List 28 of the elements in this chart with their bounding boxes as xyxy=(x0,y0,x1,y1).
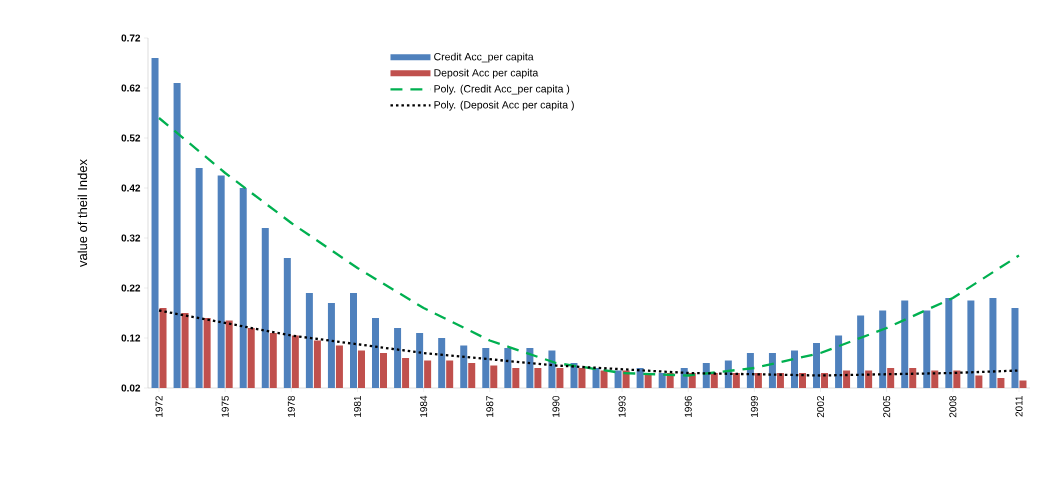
x-tick-label: 2002 xyxy=(817,396,825,418)
y-tick-label: 0.72 xyxy=(121,34,141,42)
x-tick-label: 2008 xyxy=(949,395,957,418)
x-tick-label: 1975 xyxy=(221,395,229,417)
y-tick-label: 0.12 xyxy=(121,334,141,342)
legend-label: Deposit Acc per capita xyxy=(434,68,539,79)
x-tick-label: 2005 xyxy=(883,395,891,418)
x-tick-label: 1993 xyxy=(618,395,626,417)
y-tick-label: 0.52 xyxy=(121,134,141,142)
y-axis-title: value of theil Index xyxy=(77,159,88,267)
x-tick-label: 1999 xyxy=(750,395,758,417)
y-tick-label: 0.02 xyxy=(121,384,141,392)
y-tick-label: 0.22 xyxy=(121,284,141,292)
legend-label: Poly. (Deposit Acc per capita ) xyxy=(434,100,574,111)
y-tick-label: 0.62 xyxy=(121,84,141,92)
x-tick-label: 1978 xyxy=(287,395,295,417)
x-tick-label: 1987 xyxy=(486,396,494,417)
x-tick-label: 1990 xyxy=(552,395,560,417)
legend-label: Credit Acc_per capita xyxy=(434,52,534,63)
x-tick-label: 2011 xyxy=(1015,396,1023,417)
line-series xyxy=(157,116,1021,377)
x-tick-label: 1996 xyxy=(684,395,692,417)
x-tick-label: 1984 xyxy=(420,395,428,417)
y-tick-label: 0.42 xyxy=(121,184,141,192)
y-tick-label: 0.32 xyxy=(121,234,141,242)
x-tick-label: 1981 xyxy=(353,396,361,417)
legend-label: Poly. (Credit Acc_per capita ) xyxy=(434,84,570,95)
x-tick-label: 1972 xyxy=(155,396,163,417)
